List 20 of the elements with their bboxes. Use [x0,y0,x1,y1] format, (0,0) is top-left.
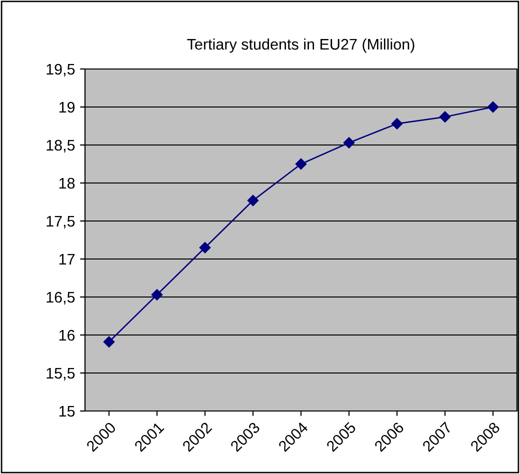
y-tick-label: 17 [59,254,75,265]
point [391,118,403,130]
y-tick-label: 19,5 [46,64,75,76]
point [343,137,355,148]
y-tick-label: 15 [59,406,75,417]
y-tick-label: 17,5 [46,216,75,228]
y-tick-label: 18 [59,178,75,189]
point [295,158,307,170]
y-tick-label: 16 [59,330,75,341]
y-tick-label: 15,5 [46,368,75,380]
point [247,194,259,206]
point [487,101,499,113]
y-tick-label: 18,5 [46,140,75,152]
point [199,242,211,254]
point [103,336,115,348]
y-tick-label: 16,5 [46,292,75,304]
point [439,111,451,122]
chart-title: Tertiary students in EU27 (Million) [187,38,414,53]
point [151,289,163,300]
y-tick-label: 19 [59,102,75,113]
